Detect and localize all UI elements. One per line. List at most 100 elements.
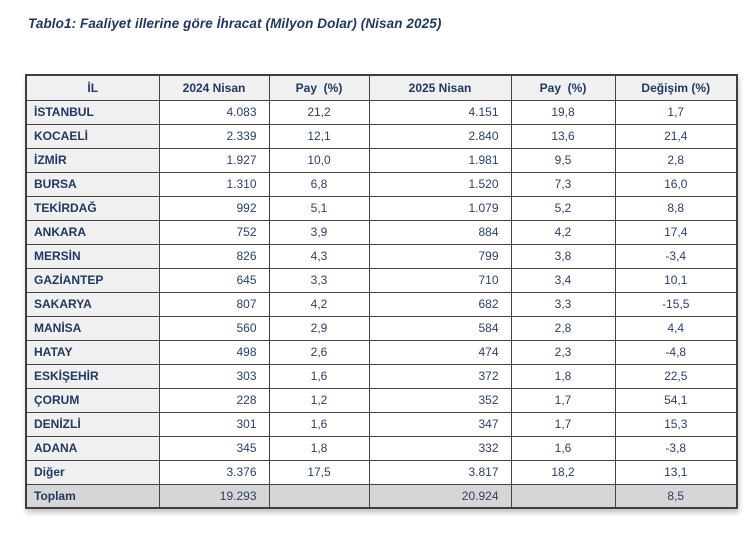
value-2024-cell: 752: [158, 219, 270, 245]
header-cell-pay-2024: Pay (%): [268, 74, 370, 101]
header-cell-degisim: Değişim (%): [614, 74, 738, 101]
share-2025-cell: 9,5: [510, 147, 616, 173]
change-cell: -3,4: [614, 243, 738, 269]
value-2025-cell: 474: [368, 339, 512, 365]
value-2024-cell: 826: [158, 243, 270, 269]
value-2025-cell: 1.981: [368, 147, 512, 173]
province-cell: İSTANBUL: [25, 99, 160, 125]
province-cell: GAZİANTEP: [25, 267, 160, 293]
table-row: MERSİN 826 4,3 799 3,8 -3,4: [25, 243, 738, 269]
table-row: TEKİRDAĞ 992 5,1 1.079 5,2 8,8: [25, 195, 738, 221]
header-cell-province: İL: [25, 74, 160, 101]
value-2024-cell: 498: [158, 339, 270, 365]
change-cell: 4,4: [614, 315, 738, 341]
share-2025-cell: 3,4: [510, 267, 616, 293]
value-2025-cell: 4.151: [368, 99, 512, 125]
share-2024-cell: 3,3: [268, 267, 370, 293]
value-2025-cell: 2.840: [368, 123, 512, 149]
table-row: ESKİŞEHİR 303 1,6 372 1,8 22,5: [25, 363, 738, 389]
province-cell: İZMİR: [25, 147, 160, 173]
share-2024-cell: 6,8: [268, 171, 370, 197]
share-2025-cell: 2,3: [510, 339, 616, 365]
change-cell: 17,4: [614, 219, 738, 245]
table-row: GAZİANTEP 645 3,3 710 3,4 10,1: [25, 267, 738, 293]
table-row: HATAY 498 2,6 474 2,3 -4,8: [25, 339, 738, 365]
province-cell: ANKARA: [25, 219, 160, 245]
share-2024-cell: 21,2: [268, 99, 370, 125]
share-2025-cell: 1,8: [510, 363, 616, 389]
change-cell: 22,5: [614, 363, 738, 389]
share-2024-cell: 1,6: [268, 363, 370, 389]
change-cell: 1,7: [614, 99, 738, 125]
table-row: Diğer 3.376 17,5 3.817 18,2 13,1: [25, 459, 738, 485]
share-2024-cell: 2,6: [268, 339, 370, 365]
value-2025-cell: 3.817: [368, 459, 512, 485]
change-cell: 54,1: [614, 387, 738, 413]
value-2025-cell: 710: [368, 267, 512, 293]
share-2025-cell: 18,2: [510, 459, 616, 485]
table-row: ANKARA 752 3,9 884 4,2 17,4: [25, 219, 738, 245]
share-2024-cell: 1,8: [268, 435, 370, 461]
value-2025-cell: 332: [368, 435, 512, 461]
table-row: SAKARYA 807 4,2 682 3,3 -15,5: [25, 291, 738, 317]
change-cell: 21,4: [614, 123, 738, 149]
share-2024-cell: 4,2: [268, 291, 370, 317]
share-2024-cell: 1,6: [268, 411, 370, 437]
value-2025-cell: 682: [368, 291, 512, 317]
total-value-2024-cell: 19.293: [158, 483, 270, 509]
table-row: İSTANBUL 4.083 21,2 4.151 19,8 1,7: [25, 99, 738, 125]
share-2025-cell: 3,3: [510, 291, 616, 317]
change-cell: -4,8: [614, 339, 738, 365]
total-label-cell: Toplam: [25, 483, 160, 509]
change-cell: 2,8: [614, 147, 738, 173]
share-2025-cell: 4,2: [510, 219, 616, 245]
province-cell: DENİZLİ: [25, 411, 160, 437]
share-2025-cell: 3,8: [510, 243, 616, 269]
value-2025-cell: 352: [368, 387, 512, 413]
share-2025-cell: 1,6: [510, 435, 616, 461]
value-2024-cell: 645: [158, 267, 270, 293]
table-row: KOCAELİ 2.339 12,1 2.840 13,6 21,4: [25, 123, 738, 149]
value-2024-cell: 992: [158, 195, 270, 221]
value-2025-cell: 347: [368, 411, 512, 437]
change-cell: 13,1: [614, 459, 738, 485]
change-cell: -3,8: [614, 435, 738, 461]
table-row: DENİZLİ 301 1,6 347 1,7 15,3: [25, 411, 738, 437]
value-2024-cell: 1.310: [158, 171, 270, 197]
share-2024-cell: 17,5: [268, 459, 370, 485]
table-body: İSTANBUL 4.083 21,2 4.151 19,8 1,7 KOCAE…: [25, 99, 738, 485]
province-cell: ESKİŞEHİR: [25, 363, 160, 389]
change-cell: 8,8: [614, 195, 738, 221]
value-2024-cell: 345: [158, 435, 270, 461]
table-row: ADANA 345 1,8 332 1,6 -3,8: [25, 435, 738, 461]
share-2024-cell: 10,0: [268, 147, 370, 173]
share-2024-cell: 4,3: [268, 243, 370, 269]
total-share-2025-cell: [510, 483, 616, 509]
value-2025-cell: 1.079: [368, 195, 512, 221]
change-cell: 16,0: [614, 171, 738, 197]
share-2025-cell: 7,3: [510, 171, 616, 197]
province-cell: ADANA: [25, 435, 160, 461]
header-row: İL 2024 Nisan Pay (%) 2025 Nisan Pay (%)…: [25, 74, 738, 101]
share-2025-cell: 19,8: [510, 99, 616, 125]
share-2025-cell: 13,6: [510, 123, 616, 149]
table-row: MANİSA 560 2,9 584 2,8 4,4: [25, 315, 738, 341]
value-2025-cell: 884: [368, 219, 512, 245]
share-2024-cell: 3,9: [268, 219, 370, 245]
value-2024-cell: 3.376: [158, 459, 270, 485]
value-2024-cell: 303: [158, 363, 270, 389]
province-cell: KOCAELİ: [25, 123, 160, 149]
change-cell: 15,3: [614, 411, 738, 437]
table-row: BURSA 1.310 6,8 1.520 7,3 16,0: [25, 171, 738, 197]
table-row: ÇORUM 228 1,2 352 1,7 54,1: [25, 387, 738, 413]
province-cell: ÇORUM: [25, 387, 160, 413]
total-value-2025-cell: 20.924: [368, 483, 512, 509]
value-2024-cell: 2.339: [158, 123, 270, 149]
value-2024-cell: 4.083: [158, 99, 270, 125]
page-title: Tablo1: Faaliyet illerine göre İhracat (…: [28, 16, 442, 31]
share-2024-cell: 5,1: [268, 195, 370, 221]
province-cell: BURSA: [25, 171, 160, 197]
value-2024-cell: 301: [158, 411, 270, 437]
value-2025-cell: 1.520: [368, 171, 512, 197]
share-2024-cell: 12,1: [268, 123, 370, 149]
